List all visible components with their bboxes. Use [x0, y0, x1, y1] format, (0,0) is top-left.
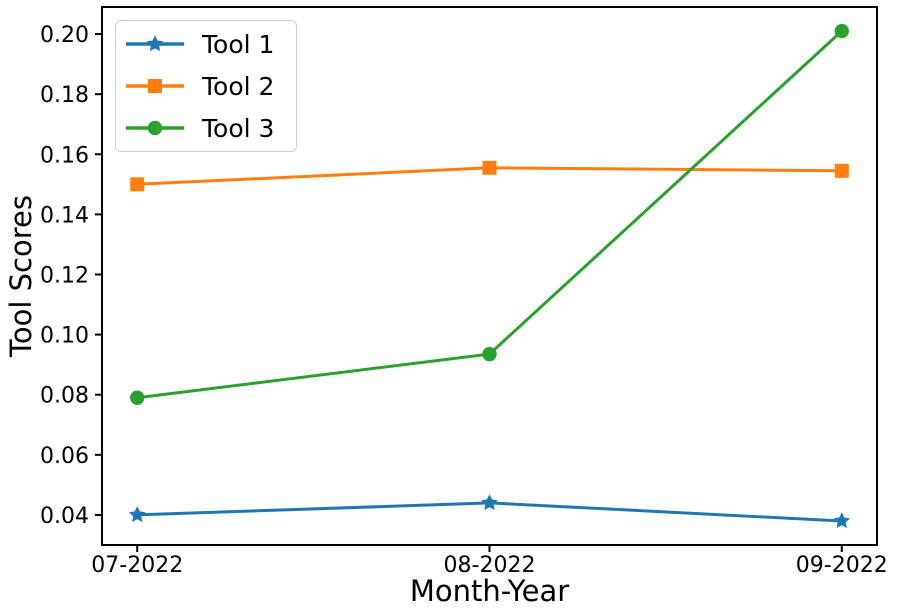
square-marker-icon [482, 160, 497, 175]
star-marker-icon [146, 35, 164, 52]
legend-label-tool-1: Tool 1 [202, 29, 275, 59]
star-marker-icon [128, 506, 146, 522]
circle-marker-icon [834, 23, 849, 39]
x-tick-label: 08-2022 [444, 553, 536, 578]
y-tick-label: 0.16 [40, 143, 89, 168]
circle-marker-icon [147, 120, 163, 136]
y-tick-label: 0.20 [40, 23, 89, 48]
legend-item-tool-3: Tool 3 [126, 107, 274, 149]
legend-item-tool-1: Tool 1 [126, 23, 274, 65]
legend-label-tool-3: Tool 3 [202, 113, 275, 143]
legend-label-tool-2: Tool 2 [202, 71, 275, 101]
x-tick-label: 07-2022 [91, 553, 183, 578]
y-tick-label: 0.14 [40, 203, 89, 228]
legend: Tool 1 Tool 2 Tool 3 [115, 20, 297, 152]
circle-marker-icon [130, 390, 145, 405]
square-marker-icon [148, 79, 162, 93]
x-axis-label: Month-Year [409, 574, 570, 608]
legend-line-square-icon [126, 79, 184, 93]
x-tick-label: 09-2022 [796, 553, 888, 578]
legend-item-tool-2: Tool 2 [126, 65, 274, 107]
square-marker-icon [130, 177, 145, 192]
star-marker-icon [481, 494, 498, 510]
y-tick-label: 0.10 [40, 324, 89, 349]
y-tick-label: 0.04 [40, 504, 89, 529]
y-tick-label: 0.12 [40, 263, 89, 288]
y-tick-label: 0.06 [40, 444, 89, 469]
y-axis-label: Tool Scores [4, 195, 38, 357]
y-tick-label: 0.08 [40, 384, 89, 409]
circle-marker-icon [482, 346, 497, 362]
star-marker-icon [833, 512, 851, 528]
legend-line-circle-icon [126, 120, 184, 136]
legend-line-star-icon [126, 35, 184, 52]
y-tick-label: 0.18 [40, 83, 89, 108]
square-marker-icon [834, 163, 849, 178]
